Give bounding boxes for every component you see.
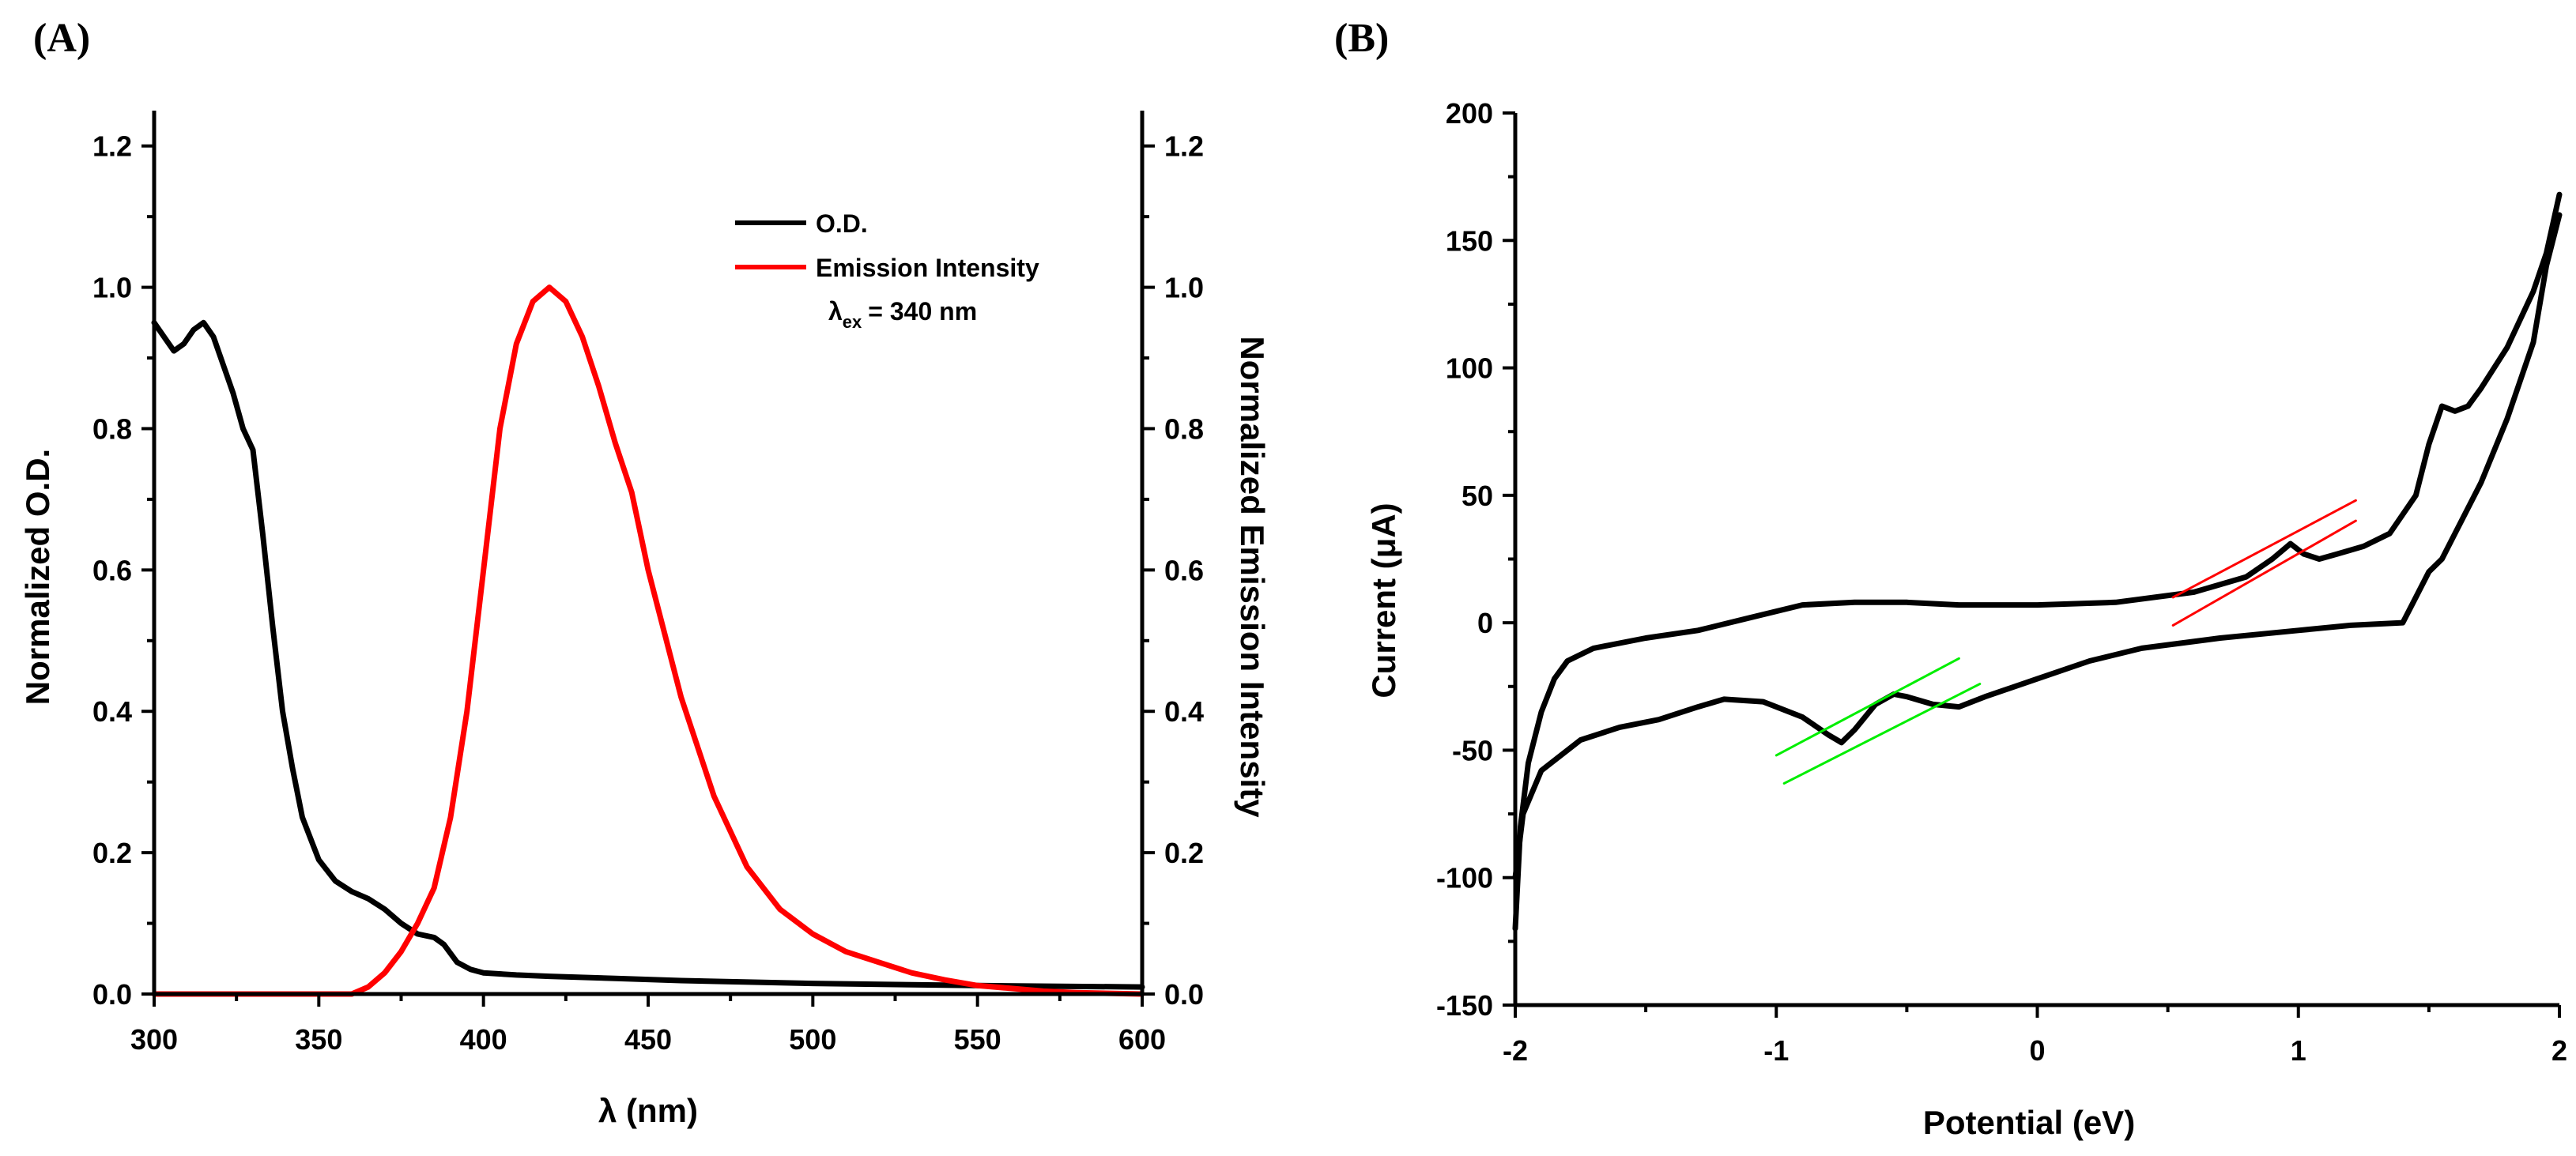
- series-line-oxidation-tangent: [2171, 499, 2357, 599]
- right-y-tick-label: 0.6: [1164, 554, 1204, 586]
- panel-b-series-group: [1512, 191, 2563, 932]
- y-tick-label: -50: [1452, 734, 1493, 766]
- panel-b-ticks: -2 -1 0 1 2 -150 -100 -50 0 50 100 150 200: [1436, 97, 2567, 1067]
- left-y-tick-label: 1.0: [92, 272, 132, 304]
- legend-ex-subscript: ex: [843, 312, 862, 332]
- panel-a-x-axis-title: λ (nm): [598, 1092, 698, 1129]
- panel-a-axes: [152, 111, 1145, 996]
- panel-b-y-axis-title: Current (μA): [1365, 503, 1402, 698]
- left-y-tick-label: 1.2: [92, 130, 132, 163]
- panel-b-x-axis-title: Potential (eV): [1923, 1104, 2135, 1141]
- panel-a: (A) 300 350 400 450 500 550 600 0.0 0.0 0.2 0.2 0.4…: [19, 16, 1271, 1129]
- panel-a-legend: O.D. Emission Intensity λex = 340 nm: [735, 209, 1039, 332]
- x-tick-label: 500: [789, 1023, 836, 1056]
- y-tick-label: 0: [1477, 607, 1493, 639]
- series-line-oxidation-tangent-2: [2171, 519, 2357, 627]
- series-line-cv-upper-branch: [1512, 191, 2563, 932]
- right-y-tick-label: 0.0: [1164, 978, 1204, 1011]
- panel-a-series-group: [151, 284, 1145, 997]
- panel-b-label: (B): [1334, 16, 1389, 61]
- right-y-tick-label: 0.2: [1164, 837, 1204, 869]
- panel-b-axes: [1513, 113, 2559, 1007]
- panel-a-left-y-axis-title: Normalized O.D.: [19, 449, 56, 705]
- series-line-o-d: [151, 319, 1145, 990]
- x-tick-label: 2: [2551, 1034, 2567, 1067]
- y-tick-label: -150: [1436, 989, 1493, 1022]
- right-y-tick-label: 0.4: [1164, 695, 1204, 728]
- panel-a-right-y-axis-title: Normalized Emission Intensity: [1234, 336, 1271, 818]
- y-tick-label: 150: [1446, 224, 1493, 257]
- left-y-tick-label: 0.6: [92, 554, 132, 586]
- series-line-cv-lower-branch: [1512, 212, 2563, 881]
- legend-excitation-note: λex = 340 nm: [828, 297, 977, 332]
- y-tick-label: 200: [1446, 97, 1493, 130]
- x-tick-label: 600: [1118, 1023, 1166, 1056]
- left-y-tick-label: 0.0: [92, 978, 132, 1011]
- y-tick-label: 50: [1461, 480, 1493, 512]
- panel-a-label: (A): [33, 16, 90, 61]
- panel-a-ticks: 300 350 400 450 500 550 600 0.0 0.0 0.2 0.2 0.4 0.4 0…: [92, 130, 1204, 1056]
- x-tick-label: 300: [130, 1023, 178, 1056]
- series-line-emission-intensity: [151, 284, 1145, 997]
- legend-emission-label: Emission Intensity: [816, 254, 1039, 282]
- left-y-tick-label: 0.4: [92, 695, 132, 728]
- series-line-reduction-tangent: [1775, 657, 1960, 757]
- x-tick-label: 450: [624, 1023, 672, 1056]
- x-tick-label: 550: [954, 1023, 1001, 1056]
- legend-od-label: O.D.: [816, 209, 868, 238]
- x-tick-label: 0: [2029, 1034, 2045, 1067]
- y-tick-label: 100: [1446, 352, 1493, 385]
- x-tick-label: 350: [295, 1023, 342, 1056]
- right-y-tick-label: 1.0: [1164, 272, 1204, 304]
- left-y-tick-label: 0.2: [92, 837, 132, 869]
- panel-b: (B) -2 -1 0 1 2 -150 -100 -50 0 50 100 150 200 Poten…: [1334, 16, 2567, 1141]
- left-y-tick-label: 0.8: [92, 412, 132, 445]
- x-tick-label: 400: [460, 1023, 507, 1056]
- x-tick-label: -2: [1503, 1034, 1528, 1067]
- x-tick-label: -1: [1763, 1034, 1789, 1067]
- legend-lambda: λ: [828, 297, 843, 326]
- y-tick-label: -100: [1436, 862, 1493, 894]
- legend-excitation-value: = 340 nm: [868, 297, 977, 326]
- right-y-tick-label: 1.2: [1164, 130, 1204, 163]
- series-line-reduction-tangent-2: [1782, 683, 1982, 785]
- x-tick-label: 1: [2291, 1034, 2306, 1067]
- right-y-tick-label: 0.8: [1164, 412, 1204, 445]
